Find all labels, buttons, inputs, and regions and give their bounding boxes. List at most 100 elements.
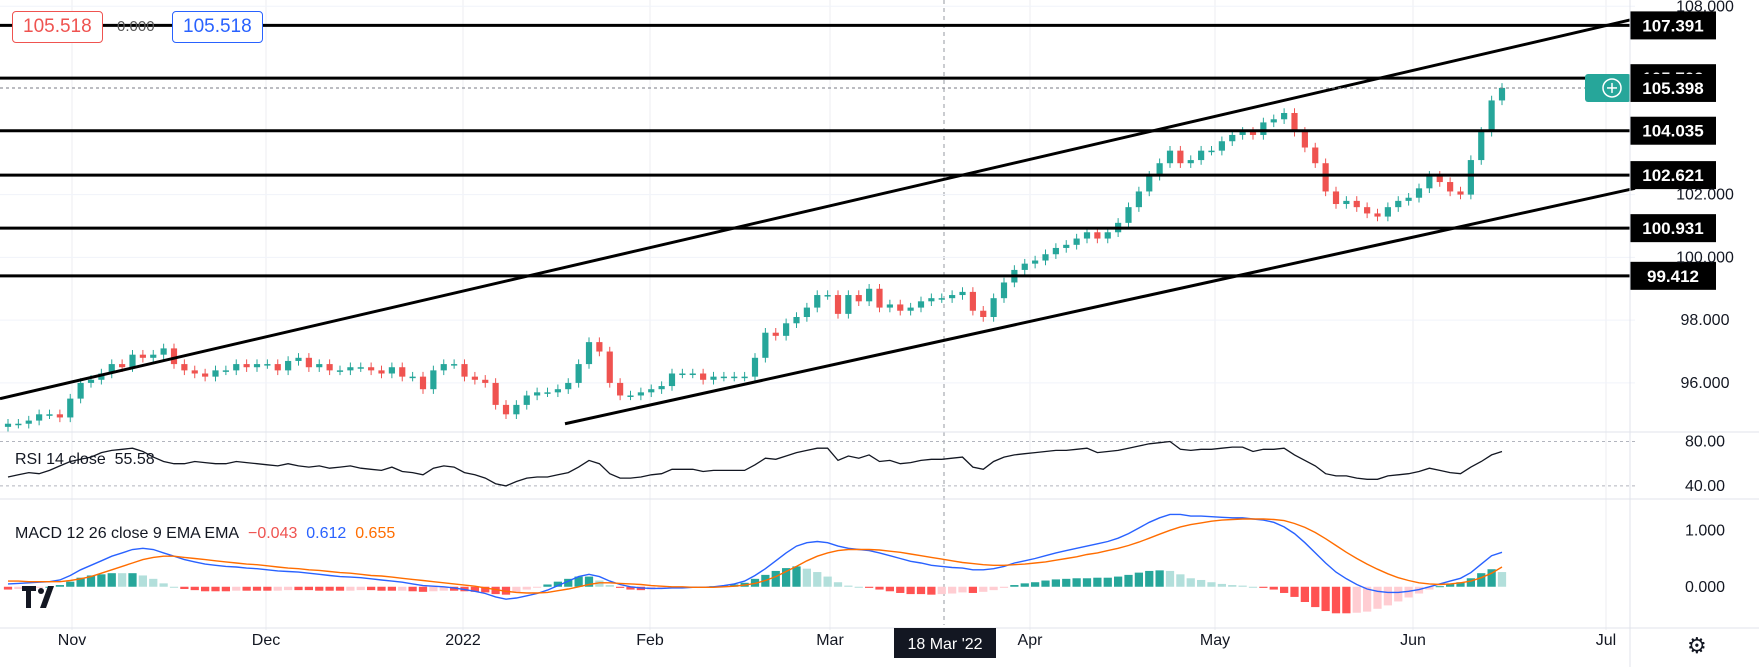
candle-body xyxy=(222,370,229,372)
candle-body xyxy=(160,348,167,355)
candle-body xyxy=(274,364,281,371)
macd-histogram-bar xyxy=(1311,586,1320,608)
tradingview-logo-icon[interactable] xyxy=(20,582,58,612)
macd-histogram-bar xyxy=(76,577,85,587)
macd-histogram-bar xyxy=(1217,583,1226,587)
candle-body xyxy=(1135,191,1142,208)
macd-histogram-bar xyxy=(211,586,220,592)
macd-histogram-bar xyxy=(1145,570,1154,587)
date-axis-label: May xyxy=(1200,632,1230,649)
candle-body xyxy=(1384,207,1391,217)
macd-histogram-bar xyxy=(1487,569,1496,587)
macd-histogram-bar xyxy=(1114,576,1123,587)
macd-histogram-bar xyxy=(335,586,345,591)
candle-body xyxy=(1270,119,1277,123)
candle-body xyxy=(202,373,209,377)
candle-body xyxy=(285,360,292,371)
date-axis-label: Apr xyxy=(1018,632,1044,649)
macd-histogram-bar xyxy=(1020,583,1029,587)
macd-histogram-bar xyxy=(1394,586,1403,602)
macd-histogram-bar xyxy=(844,585,853,587)
candle-body xyxy=(492,382,499,405)
candle-body xyxy=(949,295,956,299)
candle-body xyxy=(720,376,727,379)
level-label-tag xyxy=(1630,214,1716,243)
candle-body xyxy=(679,373,686,376)
candle-body xyxy=(1052,247,1059,255)
macd-histogram-bar xyxy=(107,573,116,587)
date-axis-label: Dec xyxy=(252,632,280,649)
candle-body xyxy=(1364,207,1371,214)
macd-signal-line xyxy=(8,518,1503,594)
candle-body xyxy=(1498,87,1506,101)
macd-histogram-bar xyxy=(1051,579,1060,587)
macd-histogram-bar xyxy=(1207,582,1216,587)
macd-legend[interactable]: MACD 12 26 close 9 EMA EMA −0.043 0.612 … xyxy=(15,525,395,543)
macd-histogram-bar xyxy=(1373,586,1382,609)
candle-body xyxy=(617,382,624,396)
level-label-text: 107.391 xyxy=(1642,16,1703,35)
macd-histogram-bar xyxy=(450,586,459,591)
macd-histogram-bar xyxy=(408,586,417,592)
candle-body xyxy=(1260,122,1267,135)
candle-body xyxy=(1249,131,1257,135)
sell-price-button[interactable]: 105.518 xyxy=(12,11,103,43)
candle-body xyxy=(554,389,561,393)
candle-body xyxy=(1436,175,1443,183)
candle-body xyxy=(751,357,759,377)
macd-histogram-bar xyxy=(35,586,44,588)
macd-histogram-bar xyxy=(927,586,936,595)
macd-histogram-bar xyxy=(906,586,915,595)
level-label-text: 100.931 xyxy=(1642,219,1703,238)
candle-body xyxy=(1218,141,1225,151)
macd-histogram-bar xyxy=(1466,578,1475,587)
candle-body xyxy=(575,364,582,383)
candle-body xyxy=(648,389,655,393)
buy-price-button[interactable]: 105.518 xyxy=(172,11,263,43)
macd-histogram-bar xyxy=(1228,585,1237,587)
macd-signal-value: 0.655 xyxy=(355,525,396,542)
macd-axis-label: 0.000 xyxy=(1685,579,1725,596)
candle-body xyxy=(56,414,63,418)
macd-histogram-bar xyxy=(792,566,801,587)
current-price-text: 105.398 xyxy=(1642,79,1703,98)
macd-histogram-bar xyxy=(97,574,106,587)
candle-body xyxy=(1239,131,1246,135)
candle-body xyxy=(700,373,707,380)
macd-histogram-bar xyxy=(221,586,230,592)
candlestick-series xyxy=(4,83,1506,432)
rsi-pane xyxy=(0,440,1635,487)
level-label-tag xyxy=(1630,161,1716,190)
macd-axis-label: 1.000 xyxy=(1685,522,1725,539)
horizontal-levels[interactable]: 107.391105.709104.035102.621100.93199.41… xyxy=(0,11,1716,290)
price-axis-label: 100.000 xyxy=(1676,249,1734,266)
macd-histogram-bar xyxy=(999,586,1009,588)
candle-body xyxy=(440,364,447,371)
macd-histogram-bar xyxy=(1259,586,1268,588)
macd-histogram-bar xyxy=(771,570,780,587)
macd-histogram-bar xyxy=(1321,586,1330,612)
candle-body xyxy=(1166,150,1174,164)
candle-body xyxy=(243,364,250,368)
candle-body xyxy=(253,364,261,368)
macd-histogram-bar xyxy=(1352,586,1361,613)
candle-body xyxy=(25,420,32,424)
macd-histogram-bar xyxy=(1383,586,1392,606)
candle-body xyxy=(866,288,873,302)
candle-body xyxy=(1332,191,1340,205)
macd-histogram-bar xyxy=(626,586,635,590)
candle-body xyxy=(87,379,95,383)
candle-body xyxy=(264,364,271,366)
candle-body xyxy=(430,370,437,390)
candle-body xyxy=(98,373,105,380)
rsi-legend[interactable]: RSI 14 close 55.58 xyxy=(15,451,155,469)
macd-histogram-bar xyxy=(66,581,75,587)
candle-body xyxy=(36,414,43,421)
macd-histogram-bar xyxy=(885,586,894,592)
macd-histogram-bar xyxy=(159,583,168,587)
macd-histogram-bar xyxy=(1082,578,1092,587)
macd-histogram-bar xyxy=(1103,577,1112,587)
candle-body xyxy=(409,376,416,379)
settings-gear-icon[interactable]: ⚙ xyxy=(1687,633,1707,658)
